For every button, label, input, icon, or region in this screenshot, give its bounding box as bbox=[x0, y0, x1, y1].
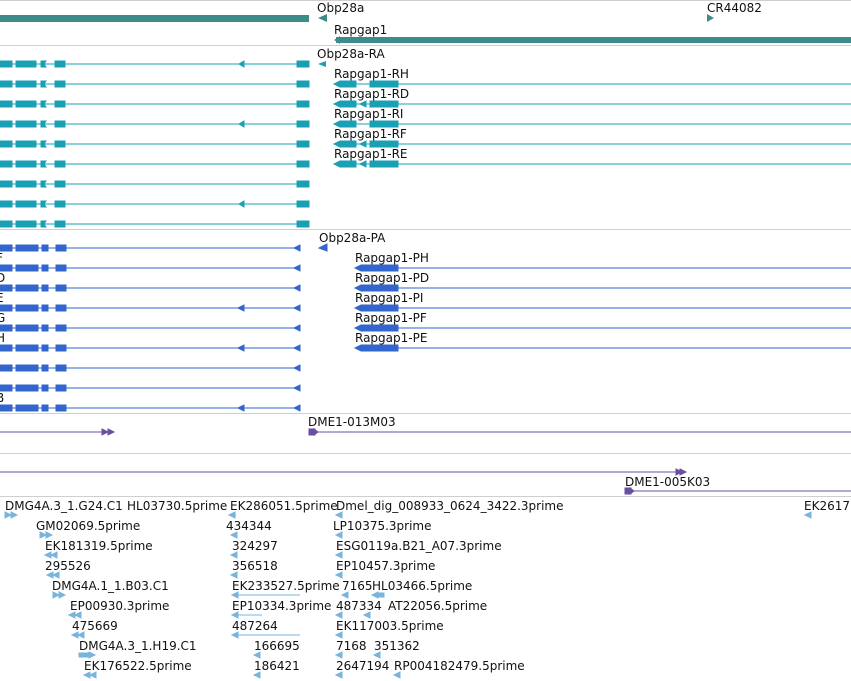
est-label[interactable]: AT22056.5prime bbox=[388, 599, 488, 613]
protein-label-partial-f: F bbox=[0, 252, 3, 265]
est-label[interactable]: 7168 bbox=[336, 639, 367, 653]
est-label[interactable]: 356518 bbox=[232, 559, 278, 573]
est-label[interactable]: EP10457.3prime bbox=[336, 559, 436, 573]
est-label[interactable]: 295526 bbox=[45, 559, 91, 573]
protein-models bbox=[0, 243, 851, 412]
est-label[interactable]: 166695 bbox=[254, 639, 300, 653]
est-label[interactable]: HL03730.5prime bbox=[127, 499, 228, 513]
track-separator bbox=[0, 229, 851, 230]
transcript-label-rapgap1-re[interactable]: Rapgap1-RE bbox=[334, 147, 408, 161]
clone-label-dme1-005k03[interactable]: DME1-005K03 bbox=[625, 475, 711, 489]
est-label[interactable]: DMG4A.3_1.H19.C1 bbox=[79, 639, 197, 653]
transcript-label-rapgap1-rd[interactable]: Rapgap1-RD bbox=[334, 87, 410, 101]
est-label[interactable]: 324297 bbox=[232, 539, 278, 553]
transcript-label-obp28a-ra[interactable]: Obp28a-RA bbox=[317, 47, 385, 61]
protein-label-partial-g: G bbox=[0, 311, 6, 325]
protein-label-partial-d: D bbox=[0, 271, 6, 285]
est-label[interactable]: EK2617 bbox=[804, 499, 850, 513]
est-label[interactable]: 7165 bbox=[342, 579, 373, 593]
gene-label-rapgap1[interactable]: Rapgap1 bbox=[334, 23, 388, 37]
transcript-left-models bbox=[0, 60, 851, 228]
est-label[interactable]: EP00930.3prime bbox=[70, 599, 170, 613]
clone-models bbox=[0, 428, 851, 495]
est-label[interactable]: DMG4A.1_1.B03.C1 bbox=[52, 579, 169, 593]
est-label[interactable]: EK181319.5prime bbox=[45, 539, 153, 553]
est-label[interactable]: 434344 bbox=[226, 519, 272, 533]
transcript-label-rapgap1-ri[interactable]: Rapgap1-RI bbox=[334, 107, 404, 121]
gene-arrow-glyphs bbox=[318, 14, 714, 22]
transcript-label-rapgap1-rf[interactable]: Rapgap1-RF bbox=[334, 127, 407, 141]
track-separator bbox=[0, 413, 851, 414]
track-separator bbox=[0, 0, 851, 1]
est-label[interactable]: 475669 bbox=[72, 619, 118, 633]
protein-label-partial-h: H bbox=[0, 331, 6, 345]
protein-label-obp28a-pa[interactable]: Obp28a-PA bbox=[319, 231, 386, 245]
est-label[interactable]: GM02069.5prime bbox=[36, 519, 141, 533]
est-label[interactable]: 186421 bbox=[254, 659, 300, 673]
track-separator bbox=[0, 496, 851, 497]
est-label[interactable]: 487264 bbox=[232, 619, 278, 633]
clone-label-dme1-013m03[interactable]: DME1-013M03 bbox=[308, 415, 396, 429]
est-label[interactable]: 487334 bbox=[336, 599, 382, 613]
protein-label-rapgap1-ph[interactable]: Rapgap1-PH bbox=[355, 251, 429, 265]
gene-rapgap1-feature[interactable] bbox=[336, 37, 851, 43]
est-label[interactable]: HL03466.5prime bbox=[372, 579, 473, 593]
est-label[interactable]: EK117003.5prime bbox=[336, 619, 444, 633]
track-separator bbox=[0, 45, 851, 46]
protein-label-rapgap1-pe[interactable]: Rapgap1-PE bbox=[355, 331, 428, 345]
est-label[interactable]: EK233527.5prime bbox=[232, 579, 340, 593]
gene-label-cr44082[interactable]: CR44082 bbox=[707, 1, 762, 15]
est-label[interactable]: EK176522.5prime bbox=[84, 659, 192, 673]
protein-label-rapgap1-pf[interactable]: Rapgap1-PF bbox=[355, 311, 427, 325]
est-label[interactable]: 351362 bbox=[374, 639, 420, 653]
est-label[interactable]: EK286051.5prime bbox=[230, 499, 338, 513]
protein-label-partial-b: B bbox=[0, 391, 5, 405]
est-label[interactable]: 2647194 bbox=[336, 659, 390, 673]
transcript-label-rapgap1-rh[interactable]: Rapgap1-RH bbox=[334, 67, 409, 81]
protein-label-rapgap1-pi[interactable]: Rapgap1-PI bbox=[355, 291, 424, 305]
est-label[interactable]: ESG0119a.B21_A07.3prime bbox=[336, 539, 502, 553]
gene-rapgap1-arrow bbox=[334, 36, 340, 44]
protein-label-partial-e: E bbox=[0, 292, 4, 305]
est-label[interactable]: LP10375.3prime bbox=[333, 519, 432, 533]
gene-obp28a-feature[interactable] bbox=[0, 15, 309, 22]
track-separator bbox=[0, 453, 851, 454]
est-label[interactable]: RP004182479.5prime bbox=[394, 659, 525, 673]
est-label[interactable]: EP10334.3prime bbox=[232, 599, 332, 613]
gene-label-obp28a[interactable]: Obp28a bbox=[317, 1, 365, 15]
protein-label-rapgap1-pd[interactable]: Rapgap1-PD bbox=[355, 271, 430, 285]
est-label[interactable]: DMG4A.3_1.G24.C1 bbox=[5, 499, 123, 513]
est-label[interactable]: Dmel_dig_008933_0624_3422.3prime bbox=[336, 499, 564, 513]
